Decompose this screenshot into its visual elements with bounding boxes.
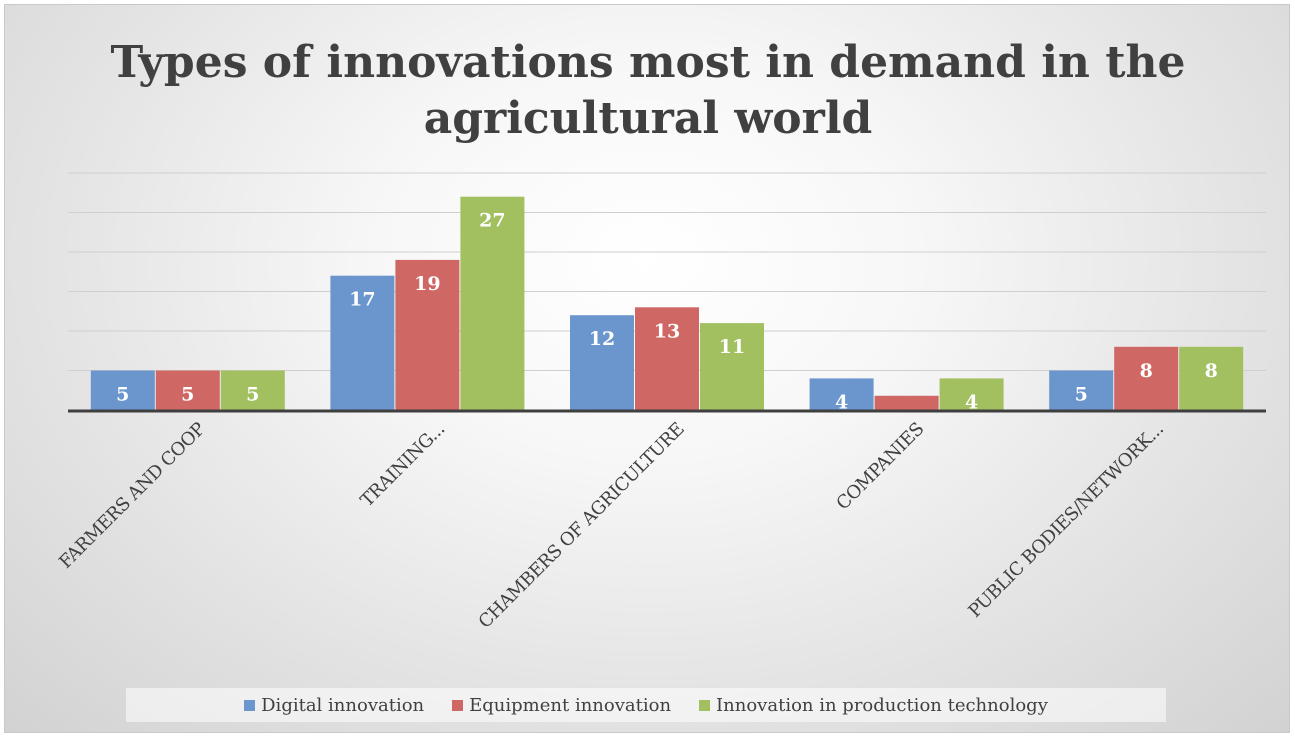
legend-label: Equipment innovation [469,694,672,716]
category-tick-label: FARMERS AND COOP [55,418,209,572]
bar [1049,370,1114,410]
legend-swatch [244,699,256,711]
category-tick-label: PUBLIC BODIES/NETWORK... [964,419,1167,622]
bar [570,315,634,410]
bar [155,370,220,410]
data-label: 4 [835,391,848,413]
bar-chart: 5 5 5 17 19 27 12 13 11 4 4 5 8 8 FARMERS AND COOP TRA… [55,172,1266,633]
data-label: 17 [349,289,375,311]
bar [874,395,939,410]
legend-item: Innovation in production technology [699,695,1048,716]
data-label: 8 [1140,360,1153,382]
bar [460,196,525,410]
legend-item: Equipment innovation [452,695,671,716]
chart-title: Types of innovations most in demand in t… [110,37,1186,144]
bar [809,378,874,410]
category-tick-label: COMPANIES [832,419,928,515]
data-label: 5 [246,384,259,406]
data-label: 12 [589,328,615,350]
bar [90,370,155,410]
data-label: 5 [1075,384,1088,406]
data-label: 11 [719,336,745,358]
category-tick-label: TRAINING... [357,419,449,511]
bar [330,275,395,410]
category-tick-label: CHAMBERS OF AGRICULTURE [475,419,689,633]
bar [1179,346,1244,410]
data-label: 4 [965,391,978,413]
legend-item: Digital innovation [244,695,424,716]
data-label: 27 [479,210,505,232]
bar [939,378,1004,410]
data-label: 5 [116,384,129,406]
data-label: 5 [181,384,194,406]
category-tick-labels: FARMERS AND COOP TRAINING... CHAMBERS OF A… [55,418,1168,632]
chart-frame: Types of innovations most in demand in t… [4,4,1290,733]
bar [700,323,764,410]
legend-label: Digital innovation [261,694,425,716]
bar [1114,346,1179,410]
data-label: 8 [1205,360,1218,382]
legend-label: Innovation in production technology [716,694,1048,716]
legend-swatch [452,699,464,711]
bar [395,259,460,410]
data-label: 13 [654,320,680,342]
bar [220,370,285,410]
bar [635,307,699,410]
legend: Digital innovation Equipment innovation In… [126,688,1166,722]
bars: 5 5 5 17 19 27 12 13 11 4 4 5 8 8 [90,196,1244,413]
data-label: 19 [414,273,440,295]
legend-swatch [699,699,711,711]
